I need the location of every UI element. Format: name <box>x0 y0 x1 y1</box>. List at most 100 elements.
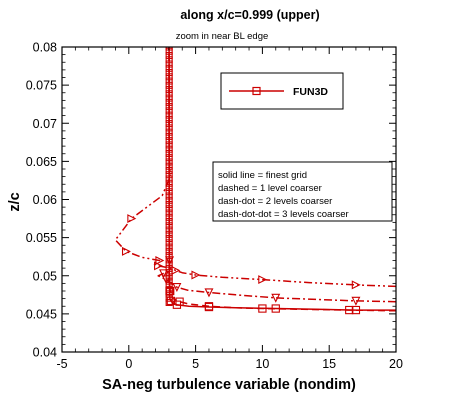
data-point-marker <box>165 209 173 217</box>
annotation-box: solid line = finest grid dashed = 1 leve… <box>212 161 393 222</box>
data-point-marker <box>165 239 173 247</box>
data-point-marker <box>165 81 173 89</box>
data-point-marker <box>204 288 214 298</box>
data-point-marker <box>154 261 164 271</box>
annotation-line-solid: solid line = finest grid <box>218 170 307 181</box>
y-tick-label: 0.075 <box>26 79 57 93</box>
data-point-marker <box>165 213 173 221</box>
data-point-marker <box>165 277 173 285</box>
legend: FUN3D <box>220 72 344 110</box>
chart-title: along x/c=0.999 (upper) <box>180 8 319 22</box>
data-point-marker <box>165 273 173 281</box>
data-point-marker <box>165 60 173 68</box>
data-point-marker <box>165 192 173 200</box>
data-point-marker <box>165 226 173 234</box>
data-point-marker <box>165 243 173 251</box>
annotation-line-dash-dot: dash-dot = 2 levels coarser <box>218 196 332 207</box>
series-dash-dot-dot <box>114 47 396 290</box>
data-point-marker <box>165 137 173 145</box>
series-layer <box>114 47 396 315</box>
data-point-marker <box>165 103 173 111</box>
y-tick-label: 0.06 <box>33 193 57 207</box>
data-point-marker <box>165 94 173 102</box>
data-point-marker <box>165 256 173 264</box>
data-point-marker <box>165 252 173 260</box>
y-tick-label: 0.08 <box>33 41 57 55</box>
y-tick-label: 0.045 <box>26 307 57 321</box>
data-point-marker <box>165 132 173 140</box>
data-point-marker <box>191 270 201 280</box>
data-point-marker <box>165 124 173 132</box>
data-point-marker <box>165 90 173 98</box>
data-point-marker <box>165 298 173 306</box>
data-point-marker <box>165 230 173 238</box>
data-point-marker <box>204 302 214 311</box>
legend-entry-fun3d: FUN3D <box>293 86 328 98</box>
data-point-marker <box>165 260 173 268</box>
data-point-marker <box>165 235 173 243</box>
data-point-marker <box>271 293 281 303</box>
data-point-marker <box>165 247 173 255</box>
data-point-marker <box>165 56 173 64</box>
data-point-marker <box>165 158 173 166</box>
data-point-marker <box>165 205 173 213</box>
data-point-marker <box>165 154 173 162</box>
annotation-line-dash-dot-dot: dash-dot-dot = 3 levels coarser <box>218 209 349 220</box>
data-point-marker <box>165 290 173 298</box>
data-point-marker <box>165 141 173 149</box>
data-point-marker <box>165 294 173 302</box>
axis-ticks: -5 0 5 10 15 20 0.04 0.045 0.05 0.055 0.06 0.065 0.0… <box>26 41 403 372</box>
data-point-marker <box>165 77 173 85</box>
data-point-marker <box>175 297 184 306</box>
x-tick-label: 5 <box>192 357 199 371</box>
x-tick-label: 20 <box>389 357 403 371</box>
annotation-line-dashed: dashed = 1 level coarser <box>218 183 322 194</box>
data-point-marker <box>165 98 173 106</box>
series-line-dash-dot-dot <box>114 47 396 288</box>
y-axis-label: z/c <box>7 192 23 211</box>
data-point-marker <box>165 286 173 294</box>
data-point-marker <box>165 166 173 175</box>
data-point-marker <box>165 175 173 183</box>
data-point-marker <box>165 115 173 123</box>
data-point-marker <box>165 188 173 196</box>
y-tick-label: 0.065 <box>26 155 57 169</box>
data-point-marker <box>165 86 173 94</box>
y-tick-label: 0.07 <box>33 117 57 131</box>
data-point-marker <box>165 128 173 136</box>
data-point-marker <box>258 275 268 285</box>
data-point-marker <box>165 222 173 230</box>
data-point-marker <box>165 196 173 204</box>
data-point-marker <box>165 269 173 277</box>
data-point-marker <box>165 149 173 157</box>
x-tick-label: 10 <box>255 357 269 371</box>
y-tick-label: 0.05 <box>33 269 57 283</box>
data-point-marker <box>155 256 165 265</box>
data-point-marker <box>165 162 173 170</box>
data-point-marker <box>172 283 182 293</box>
annotation-frame <box>212 161 393 222</box>
data-point-marker <box>165 73 173 81</box>
data-point-marker <box>165 51 173 60</box>
dense-marker-column <box>165 47 173 306</box>
data-point-marker <box>165 217 173 226</box>
x-tick-label: -5 <box>56 357 67 371</box>
chart-subtitle: zoom in near BL edge <box>176 31 269 42</box>
data-point-marker <box>351 280 361 290</box>
x-axis-label: SA-neg turbulence variable (nondim) <box>102 377 356 393</box>
data-point-marker <box>165 200 173 209</box>
data-point-marker <box>121 246 131 256</box>
data-point-marker <box>165 145 173 153</box>
data-point-marker <box>165 281 173 289</box>
data-point-marker <box>165 179 173 187</box>
data-point-marker <box>159 269 169 279</box>
data-point-marker <box>345 305 354 315</box>
data-point-marker <box>165 183 173 192</box>
data-point-marker <box>165 107 173 115</box>
data-point-marker <box>165 64 173 72</box>
data-point-marker <box>165 171 173 179</box>
y-tick-label: 0.04 <box>33 346 57 360</box>
data-point-marker <box>127 214 137 224</box>
data-point-marker <box>258 304 267 313</box>
